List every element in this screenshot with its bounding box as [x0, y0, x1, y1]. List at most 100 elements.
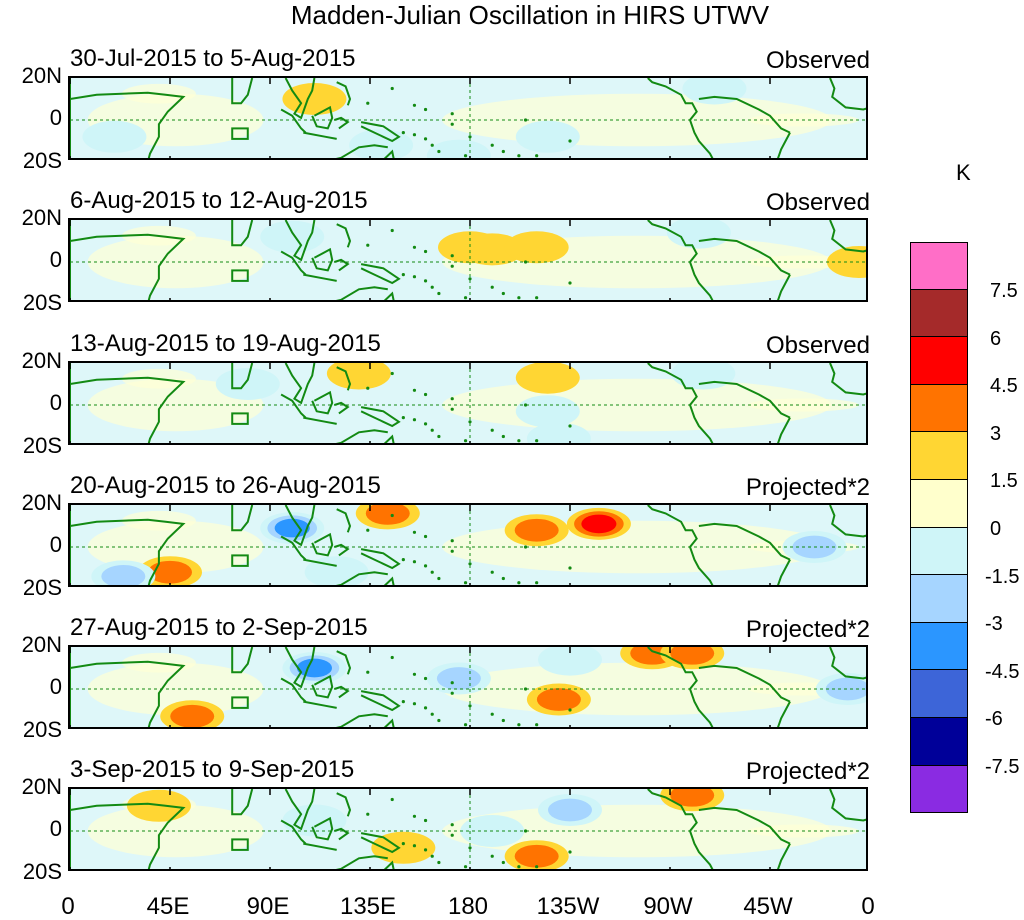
island-marker [430, 428, 434, 432]
panel-type-label: Projected*2 [745, 616, 870, 643]
coastline [284, 363, 316, 405]
island-marker [568, 850, 572, 854]
anomaly-contour [515, 395, 580, 428]
coastline [698, 237, 791, 276]
coastline [335, 144, 388, 158]
longitude-tick-label: 0 [861, 893, 875, 920]
island-marker [450, 407, 454, 411]
colorbar-label: -7.5 [985, 756, 1020, 778]
island-marker [366, 386, 370, 390]
island-marker [450, 833, 454, 837]
coastline [70, 660, 186, 727]
island-marker [430, 854, 434, 858]
island-marker [412, 702, 417, 706]
island-marker [535, 581, 539, 585]
coastline [647, 789, 714, 869]
coastline [303, 842, 337, 851]
island-marker [450, 254, 454, 258]
colorbar-swatch [910, 479, 968, 528]
coastline [284, 78, 316, 120]
island-marker [535, 865, 539, 869]
latitude-tick-label: 0 [49, 105, 62, 130]
map-panel [68, 218, 868, 302]
coastline [336, 650, 352, 675]
island-marker [412, 275, 417, 279]
colorbar-label: -3 [985, 613, 1003, 636]
island-marker [450, 264, 454, 268]
colorbar-swatch [910, 622, 968, 671]
longitude-tick-label: 45E [146, 893, 190, 920]
coastline [360, 548, 401, 570]
reference-box [231, 696, 249, 709]
island-marker [430, 570, 434, 574]
reference-box [231, 127, 249, 140]
island-marker [423, 564, 428, 568]
colorbar-label: 4.5 [990, 375, 1018, 398]
coastline [829, 505, 866, 538]
coastline [334, 543, 350, 557]
island-marker [401, 558, 405, 562]
colorbar-swatch [910, 289, 968, 338]
coastline [829, 789, 866, 822]
island-marker [437, 576, 441, 581]
anomaly-contour [215, 368, 280, 400]
island-marker [468, 277, 472, 281]
colorbar-label: -4.5 [985, 660, 1020, 683]
coastline [303, 273, 337, 282]
island-marker [517, 439, 521, 443]
longitude-tick-label: 0 [61, 893, 75, 920]
latitude-tick-label: 20S [22, 433, 62, 458]
island-marker [412, 133, 417, 137]
island-marker [430, 285, 434, 289]
island-marker [535, 296, 539, 300]
coastline [335, 429, 388, 443]
anomaly-map [70, 78, 866, 158]
coastline [280, 108, 307, 134]
anomaly-contour [538, 647, 602, 676]
island-marker [390, 513, 394, 518]
neutral-anomaly-area [87, 804, 264, 858]
island-marker [450, 112, 454, 116]
island-marker [401, 273, 405, 277]
colorbar-swatch [910, 242, 968, 290]
anomaly-map [70, 789, 866, 869]
island-marker [412, 103, 417, 107]
coastline [647, 363, 714, 443]
colorbar-label: -1.5 [985, 565, 1020, 588]
coastline [777, 559, 791, 585]
island-marker [517, 865, 521, 869]
coastline [334, 116, 350, 130]
neutral-anomaly-area [87, 520, 264, 574]
coastline [360, 263, 401, 285]
panel-date-range: 13-Aug-2015 to 19-Aug-2015 [70, 330, 381, 357]
colorbar-label: 3 [990, 422, 1002, 445]
island-marker [463, 723, 468, 727]
island-marker [523, 829, 528, 833]
island-marker [463, 296, 468, 300]
island-marker [490, 712, 494, 716]
anomaly-contour [670, 647, 715, 665]
anomaly-contour [260, 220, 325, 253]
coastline [777, 417, 791, 443]
colorbar-swatch [910, 575, 968, 623]
coastline [647, 78, 714, 158]
anomaly-contour [282, 83, 347, 115]
island-marker [568, 139, 572, 143]
longitude-tick-label: 90E [246, 893, 290, 920]
island-marker [412, 560, 417, 564]
coastline [336, 223, 352, 248]
island-marker [430, 143, 434, 147]
reference-box [231, 554, 249, 567]
coastline [360, 406, 401, 428]
island-marker [501, 434, 505, 439]
island-marker [401, 131, 405, 135]
coastline [335, 571, 388, 585]
longitude-tick-label: 45W [743, 893, 793, 920]
island-marker [568, 708, 572, 712]
island-marker [535, 154, 539, 158]
latitude-tick-label: 0 [49, 247, 62, 272]
island-marker [423, 818, 428, 823]
coastline [334, 827, 350, 841]
reference-box [231, 269, 249, 282]
colorbar-label: 0 [990, 518, 1002, 540]
